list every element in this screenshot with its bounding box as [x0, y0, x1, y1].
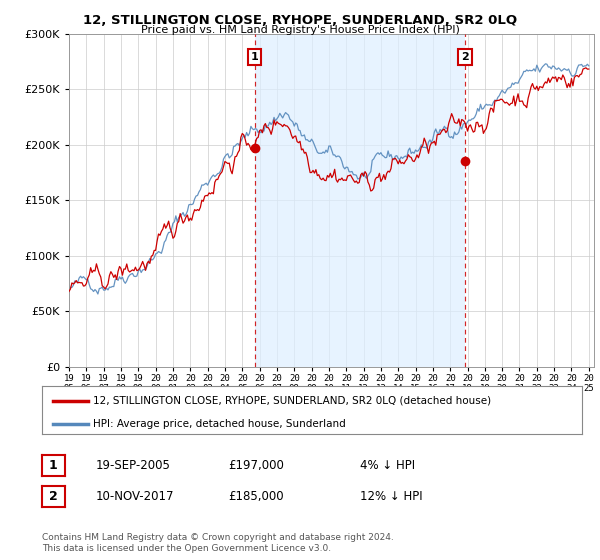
Text: 2: 2 — [49, 490, 58, 503]
Text: 1: 1 — [251, 52, 259, 62]
Text: 12, STILLINGTON CLOSE, RYHOPE, SUNDERLAND, SR2 0LQ: 12, STILLINGTON CLOSE, RYHOPE, SUNDERLAN… — [83, 14, 517, 27]
Text: 12, STILLINGTON CLOSE, RYHOPE, SUNDERLAND, SR2 0LQ (detached house): 12, STILLINGTON CLOSE, RYHOPE, SUNDERLAN… — [94, 396, 491, 405]
Text: 2: 2 — [461, 52, 469, 62]
Text: 10-NOV-2017: 10-NOV-2017 — [96, 490, 175, 503]
Bar — [255, 34, 465, 367]
Text: £185,000: £185,000 — [228, 490, 284, 503]
Text: 1: 1 — [49, 459, 58, 472]
Text: Price paid vs. HM Land Registry's House Price Index (HPI): Price paid vs. HM Land Registry's House … — [140, 25, 460, 35]
Text: £197,000: £197,000 — [228, 459, 284, 473]
Text: HPI: Average price, detached house, Sunderland: HPI: Average price, detached house, Sund… — [94, 418, 346, 428]
Text: Contains HM Land Registry data © Crown copyright and database right 2024.
This d: Contains HM Land Registry data © Crown c… — [42, 533, 394, 553]
Text: 12% ↓ HPI: 12% ↓ HPI — [360, 490, 422, 503]
Text: 4% ↓ HPI: 4% ↓ HPI — [360, 459, 415, 473]
Text: 19-SEP-2005: 19-SEP-2005 — [96, 459, 171, 473]
